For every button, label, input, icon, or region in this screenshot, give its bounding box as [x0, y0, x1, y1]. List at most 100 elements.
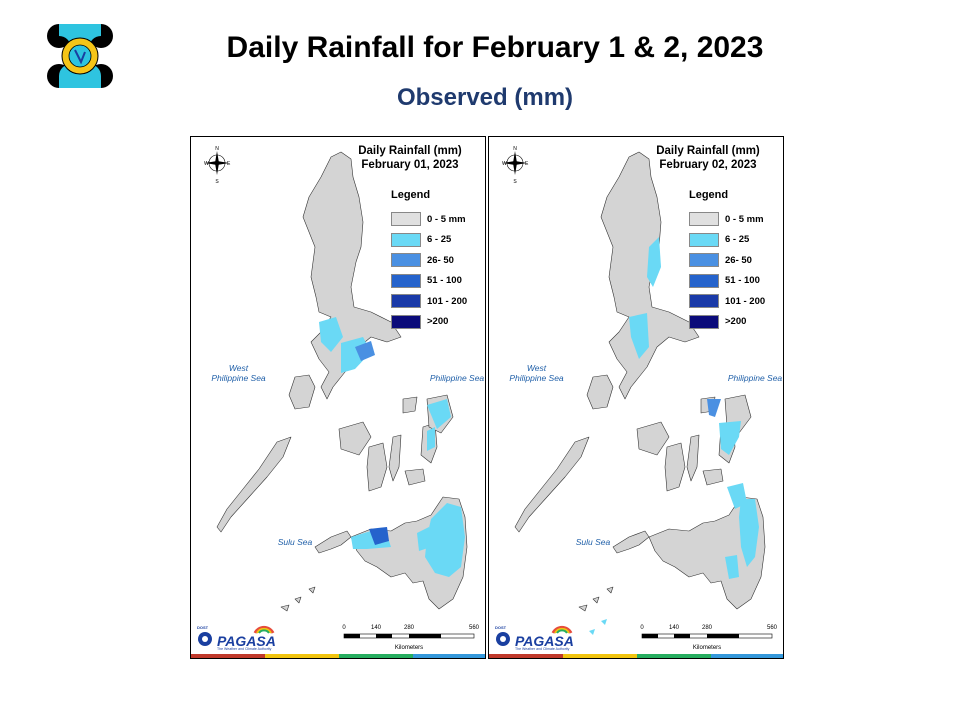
legend-swatch [391, 253, 421, 268]
palawan-island [514, 436, 590, 533]
rainfall-map-feb02: N S W E Daily Rainfall (mm) February 02,… [488, 136, 784, 659]
legend-label: 0 - 5 mm [725, 213, 764, 225]
philippines-rainfall-map [514, 151, 766, 635]
north-arrow-icon: N S W E [204, 146, 231, 185]
compass-s: S [513, 179, 517, 185]
sea-label-south: Sulu Sea [277, 537, 313, 547]
pagasa-brand-logo: DOST PAGASA The Weather and Climate Auth… [493, 619, 574, 653]
legend-heading: Legend [391, 189, 431, 201]
masbate-island [402, 396, 418, 414]
panay-island [338, 421, 372, 456]
color-stripe [191, 654, 485, 658]
philippines-rainfall-map [216, 151, 468, 612]
legend-item: 51 - 100 [391, 271, 481, 292]
map-title: Daily Rainfall (mm) February 01, 2023 [345, 144, 475, 172]
legend-label: 51 - 100 [427, 275, 462, 287]
scale-tick: 0 [640, 625, 644, 631]
legend-label: 26- 50 [427, 254, 454, 266]
legend-swatch [391, 212, 421, 227]
brand-dost: DOST [495, 625, 507, 630]
legend-label: >200 [725, 316, 747, 328]
mindoro-island [288, 374, 316, 410]
legend-swatch [391, 232, 421, 247]
map-title: Daily Rainfall (mm) February 02, 2023 [643, 144, 773, 172]
legend-swatch [391, 273, 421, 288]
legend-item: 51 - 100 [689, 271, 779, 292]
color-stripe [489, 654, 783, 658]
palawan-island [216, 436, 292, 533]
brand-tagline: The Weather and Climate Authority [515, 647, 570, 651]
sea-label-west: West Philippine Sea [211, 363, 266, 383]
legend-swatch [689, 232, 719, 247]
legend-swatch [689, 212, 719, 227]
legend-item: 6 - 25 [689, 230, 779, 251]
legend-item: >200 [689, 312, 779, 333]
compass-s: S [215, 179, 219, 185]
panay-island [636, 421, 670, 456]
sea-label-east: Philippine Sea [429, 373, 485, 383]
legend-item: >200 [391, 312, 481, 333]
legend-swatch [689, 253, 719, 268]
scale-tick: 560 [766, 625, 778, 631]
compass-n: N [513, 146, 517, 152]
zamboanga-peninsula [314, 530, 352, 554]
scale-tick: 0 [342, 625, 346, 631]
scale-tick: 140 [370, 625, 382, 631]
rainfall-map-feb01: N S W E Daily Rainfall (mm) February 01,… [190, 136, 486, 659]
sea-label-east: Philippine Sea [727, 373, 783, 383]
sulu-islands [280, 586, 316, 612]
brand-name: PAGASA [217, 633, 276, 649]
scale-tick: 560 [468, 625, 480, 631]
bohol-island [404, 468, 426, 486]
legend-item: 101 - 200 [391, 291, 481, 312]
mindanao-island [648, 496, 766, 610]
legend: Legend 0 - 5 mm 6 - 25 26- 50 51 - 100 1… [391, 189, 481, 332]
legend-item: 101 - 200 [689, 291, 779, 312]
legend-label: >200 [427, 316, 449, 328]
scale-tick: 140 [668, 625, 680, 631]
scale-bar: 0 140 280 560 Kilometers [637, 625, 777, 655]
scale-bar: 0 140 280 560 Kilometers [339, 625, 479, 655]
bohol-island [702, 468, 724, 486]
legend-swatch [689, 294, 719, 309]
legend-heading: Legend [689, 189, 729, 201]
map-title-line1: Daily Rainfall (mm) [358, 145, 462, 157]
legend-item: 26- 50 [391, 250, 481, 271]
legend-swatch [391, 314, 421, 329]
legend-swatch [689, 273, 719, 288]
cebu-island [388, 434, 402, 482]
map-title-date: February 02, 2023 [659, 159, 757, 171]
legend-label: 6 - 25 [427, 234, 452, 246]
legend-item: 26- 50 [689, 250, 779, 271]
compass-n: N [215, 146, 219, 152]
cebu-island [686, 434, 700, 482]
compass-e: E [525, 161, 529, 167]
legend-label: 101 - 200 [427, 295, 468, 307]
map-title-line1: Daily Rainfall (mm) [656, 145, 760, 157]
legend-swatch [391, 294, 421, 309]
scale-tick: 280 [701, 625, 713, 631]
zamboanga-peninsula [612, 530, 650, 554]
legend-label: 0 - 5 mm [427, 213, 466, 225]
scale-unit: Kilometers [394, 645, 424, 651]
legend-label: 26- 50 [725, 254, 752, 266]
mindoro-island [586, 374, 614, 410]
scale-unit: Kilometers [692, 645, 722, 651]
north-arrow-icon: N S W E [502, 146, 529, 185]
pagasa-brand-logo: DOST PAGASA The Weather and Climate Auth… [195, 619, 276, 653]
legend-swatch [689, 314, 719, 329]
page-title: Daily Rainfall for February 1 & 2, 2023 [226, 31, 764, 64]
negros-island [366, 442, 388, 492]
negros-island [664, 442, 686, 492]
legend-label: 51 - 100 [725, 275, 760, 287]
compass-e: E [227, 161, 231, 167]
map-title-date: February 01, 2023 [361, 159, 459, 171]
brand-dost: DOST [197, 625, 209, 630]
compass-w: W [502, 161, 507, 167]
scale-tick: 280 [403, 625, 415, 631]
legend: Legend 0 - 5 mm 6 - 25 26- 50 51 - 100 1… [689, 189, 779, 332]
sulu-islands [578, 586, 614, 612]
sea-label-south: Sulu Sea [575, 537, 611, 547]
pagasa-logo [47, 24, 113, 88]
legend-item: 0 - 5 mm [391, 209, 481, 230]
